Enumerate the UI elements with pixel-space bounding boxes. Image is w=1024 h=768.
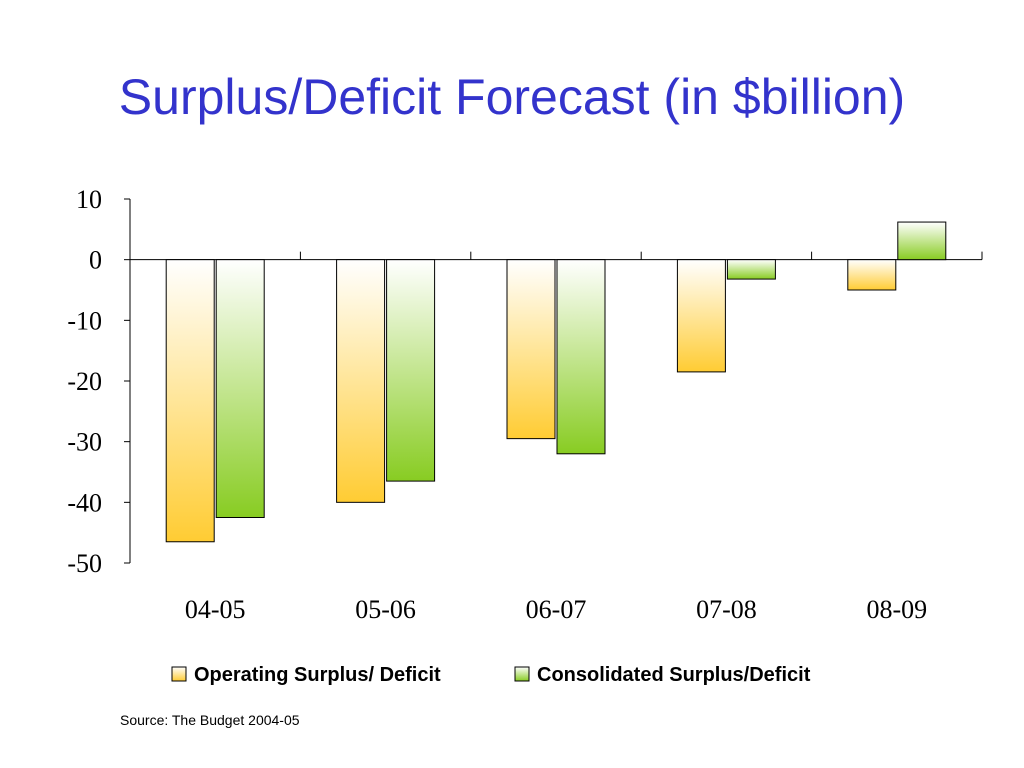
source-note: Source: The Budget 2004-05 bbox=[120, 712, 300, 728]
bar-consolidated-08-09 bbox=[897, 221, 947, 261]
y-tick-label: -40 bbox=[67, 488, 102, 517]
legend-label: Consolidated Surplus/Deficit bbox=[537, 664, 811, 686]
x-tick-label: 07-08 bbox=[696, 595, 757, 624]
y-tick-label: 10 bbox=[76, 185, 102, 214]
y-tick-label: -20 bbox=[67, 367, 102, 396]
x-tick-label: 05-06 bbox=[355, 595, 416, 624]
page-title: Surplus/Deficit Forecast (in $billion) bbox=[118, 69, 906, 125]
legend-swatch-operating bbox=[171, 666, 187, 682]
bar-operating-06-07 bbox=[506, 259, 556, 440]
bar-consolidated-05-06 bbox=[386, 259, 436, 482]
y-tick-label: -30 bbox=[67, 428, 102, 457]
y-tick-label: -10 bbox=[67, 306, 102, 335]
bar-operating-05-06 bbox=[336, 259, 386, 503]
y-tick-label: -50 bbox=[67, 549, 102, 578]
bar-operating-04-05 bbox=[165, 259, 215, 543]
x-tick-label: 04-05 bbox=[185, 595, 246, 624]
legend-swatch-consolidated bbox=[514, 666, 530, 682]
bar-consolidated-07-08 bbox=[726, 259, 776, 280]
x-tick-label: 06-07 bbox=[526, 595, 587, 624]
y-tick-label: 0 bbox=[89, 246, 102, 275]
bar-operating-07-08 bbox=[676, 259, 726, 373]
bar-operating-08-09 bbox=[847, 259, 897, 291]
x-tick-label: 08-09 bbox=[866, 595, 927, 624]
legend-label: Operating Surplus/ Deficit bbox=[194, 664, 441, 686]
bar-consolidated-04-05 bbox=[215, 259, 265, 518]
bar-consolidated-06-07 bbox=[556, 259, 606, 455]
